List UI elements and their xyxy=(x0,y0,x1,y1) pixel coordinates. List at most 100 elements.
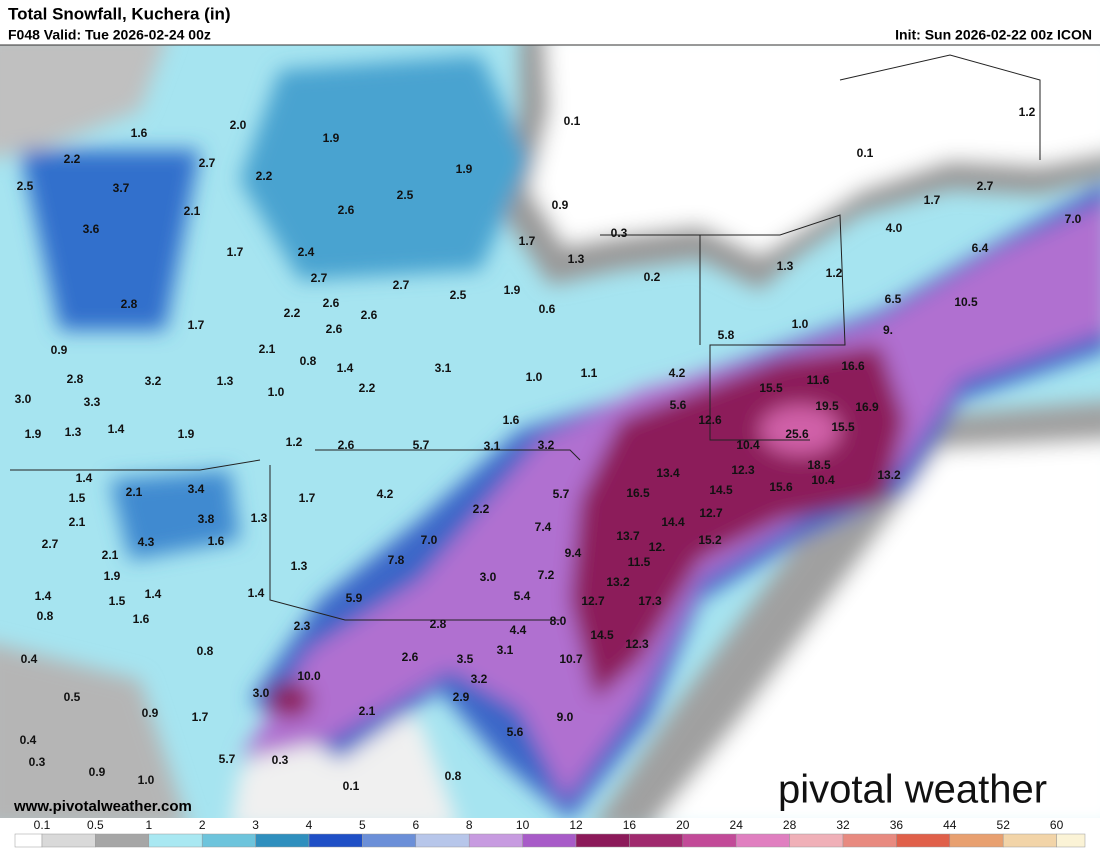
snowfall-label: 4.0 xyxy=(886,221,903,235)
snowfall-label: 1.4 xyxy=(76,471,93,485)
snowfall-label: 6.5 xyxy=(885,292,902,306)
color-legend: 0.1 0.5 1 2 3 4 5 6 8 10 12 16 20 24 28 32 36 44 52 60 xyxy=(14,818,1086,848)
snowfall-label: 1.3 xyxy=(251,511,268,525)
legend-swatch xyxy=(1056,833,1086,848)
snowfall-label: 1.9 xyxy=(104,569,121,583)
snow-field xyxy=(0,45,1100,818)
snowfall-label: 17.3 xyxy=(638,594,662,608)
snowfall-label: 12.3 xyxy=(625,637,649,651)
snowfall-label: 12.6 xyxy=(698,413,722,427)
legend-swatch xyxy=(896,833,951,848)
legend-tick-label: 52 xyxy=(997,818,1011,832)
snowfall-label: 0.9 xyxy=(142,706,159,720)
snowfall-label: 6.4 xyxy=(972,241,989,255)
snowfall-label: 1.9 xyxy=(504,283,521,297)
snowfall-label: 5.7 xyxy=(413,438,430,452)
snowfall-label: 0.8 xyxy=(197,644,214,658)
snowfall-label: 1.0 xyxy=(268,385,285,399)
snowfall-label: 0.9 xyxy=(51,343,68,357)
snowfall-label: 16.9 xyxy=(855,400,879,414)
snowfall-label: 25.6 xyxy=(785,427,809,441)
legend-tick-label: 0.1 xyxy=(34,818,51,832)
legend-tick-label: 4 xyxy=(306,818,313,832)
snowfall-label: 14.5 xyxy=(709,483,733,497)
snowfall-label: 1.2 xyxy=(286,435,303,449)
snowfall-label: 2.1 xyxy=(102,548,119,562)
snowfall-label: 0.1 xyxy=(343,779,360,793)
snowfall-label: 4.3 xyxy=(138,535,155,549)
snowfall-label: 16.6 xyxy=(841,359,865,373)
snowfall-label: 1.3 xyxy=(291,559,308,573)
snowfall-label: 14.5 xyxy=(590,628,614,642)
snowfall-label: 1.7 xyxy=(188,318,205,332)
legend-swatch xyxy=(735,833,790,848)
snowfall-label: 9.0 xyxy=(557,710,574,724)
snowfall-label: 2.0 xyxy=(230,118,247,132)
snowfall-label: 1.9 xyxy=(323,131,340,145)
snowfall-label: 2.2 xyxy=(64,152,81,166)
snowfall-label: 1.7 xyxy=(299,491,316,505)
snowfall-label: 1.9 xyxy=(25,427,42,441)
legend-swatch xyxy=(949,833,1004,848)
snowfall-label: 11.5 xyxy=(628,555,651,569)
legend-tick-label: 20 xyxy=(676,818,690,832)
snowfall-label: 0.1 xyxy=(564,114,581,128)
legend-swatch xyxy=(522,833,577,848)
snowfall-label: 3.4 xyxy=(188,482,205,496)
snowfall-label: 10.4 xyxy=(811,473,835,487)
website: www.pivotalweather.com xyxy=(13,798,192,815)
snowfall-label: 0.4 xyxy=(21,652,38,666)
snowfall-label: 0.8 xyxy=(37,609,54,623)
snowfall-label: 3.0 xyxy=(480,570,497,584)
legend-tick-label: 3 xyxy=(252,818,259,832)
snowfall-label: 2.6 xyxy=(326,322,343,336)
snowfall-label: 2.7 xyxy=(977,179,994,193)
snowfall-label: 2.5 xyxy=(17,179,34,193)
snowfall-label: 1.7 xyxy=(227,245,244,259)
snowfall-label: 2.6 xyxy=(361,308,378,322)
snowfall-label: 1.4 xyxy=(337,361,354,375)
snowfall-label: 5.8 xyxy=(718,328,735,342)
snowfall-label: 2.1 xyxy=(259,342,276,356)
snowfall-label: 1.6 xyxy=(208,534,225,548)
snowfall-label: 13.2 xyxy=(877,468,901,482)
snowfall-label: 2.9 xyxy=(453,690,470,704)
snowfall-label: 1.9 xyxy=(456,162,473,176)
snowfall-label: 0.6 xyxy=(539,302,556,316)
snowfall-label: 1.5 xyxy=(109,594,126,608)
snowfall-label: 1.4 xyxy=(145,587,162,601)
snowfall-label: 1.3 xyxy=(65,425,82,439)
snowfall-label: 0.3 xyxy=(611,226,628,240)
snowfall-label: 2.3 xyxy=(294,619,311,633)
snowfall-label: 0.8 xyxy=(445,769,462,783)
snowfall-label: 0.9 xyxy=(89,765,106,779)
snowfall-label: 4.2 xyxy=(377,487,394,501)
legend-tick-label: 0.5 xyxy=(87,818,104,832)
snowfall-label: 0.8 xyxy=(300,354,317,368)
snowfall-label: 3.3 xyxy=(84,395,101,409)
legend-tick-label: 2 xyxy=(199,818,206,832)
snowfall-label: 0.9 xyxy=(552,198,569,212)
legend-tick-label: 6 xyxy=(412,818,419,832)
snowfall-label: 5.9 xyxy=(346,591,363,605)
snowfall-label: 12.7 xyxy=(699,506,723,520)
snowfall-label: 19.5 xyxy=(815,399,839,413)
snowfall-label: 3.0 xyxy=(253,686,270,700)
legend-swatch xyxy=(575,833,630,848)
snowfall-label: 2.2 xyxy=(359,381,376,395)
snowfall-label: 11.6 xyxy=(807,373,830,387)
snowfall-label: 2.5 xyxy=(450,288,467,302)
snowfall-label: 3.2 xyxy=(145,374,162,388)
snowfall-label: 16.5 xyxy=(626,486,650,500)
snowfall-label: 2.4 xyxy=(298,245,315,259)
snowfall-label: 7.4 xyxy=(535,520,552,534)
legend-swatch xyxy=(255,833,310,848)
snowfall-label: 3.0 xyxy=(15,392,32,406)
snowfall-label: 3.2 xyxy=(471,672,488,686)
snowfall-label: 10.4 xyxy=(736,438,760,452)
snowfall-label: 7.0 xyxy=(1065,212,1082,226)
legend-swatch xyxy=(148,833,203,848)
snowfall-label: 0.5 xyxy=(64,690,81,704)
snowfall-label: 2.7 xyxy=(199,156,216,170)
legend-tick-label: 16 xyxy=(623,818,637,832)
